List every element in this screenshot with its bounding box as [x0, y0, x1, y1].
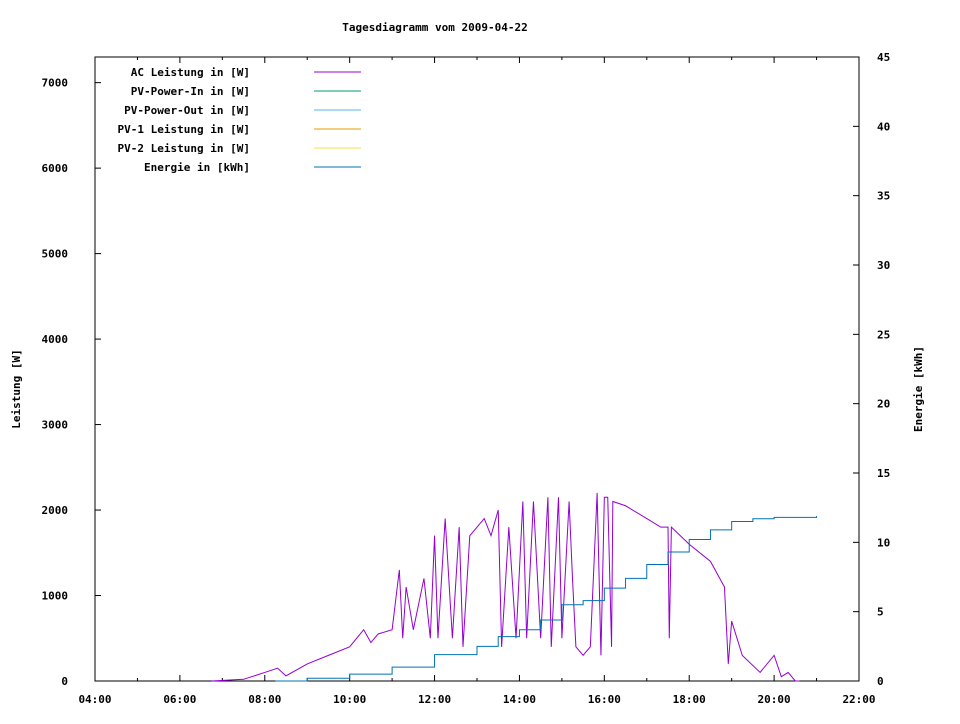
y-tick-label: 7000: [42, 77, 69, 90]
y-tick-label: 4000: [42, 333, 69, 346]
x-tick-label: 20:00: [758, 693, 791, 706]
x-tick-label: 10:00: [333, 693, 366, 706]
y2-tick-label: 15: [877, 467, 890, 480]
y2-tick-label: 5: [877, 606, 884, 619]
y-tick-label: 0: [61, 675, 68, 688]
y2-tick-label: 35: [877, 190, 890, 203]
x-tick-label: 16:00: [588, 693, 621, 706]
y-tick-label: 1000: [42, 590, 69, 603]
y-tick-label: 2000: [42, 504, 69, 517]
y2-tick-label: 20: [877, 398, 890, 411]
y2-tick-label: 10: [877, 536, 890, 549]
x-tick-label: 18:00: [673, 693, 706, 706]
y-tick-label: 6000: [42, 162, 69, 175]
x-tick-label: 06:00: [163, 693, 196, 706]
legend-label: Energie in [kWh]: [144, 161, 250, 174]
legend-label: PV-1 Leistung in [W]: [118, 123, 250, 136]
y2-tick-label: 40: [877, 120, 890, 133]
x-tick-label: 22:00: [842, 693, 875, 706]
x-tick-label: 12:00: [418, 693, 451, 706]
y2-axis-label: Energie [kWh]: [912, 346, 925, 432]
y2-tick-label: 0: [877, 675, 884, 688]
x-tick-label: 08:00: [248, 693, 281, 706]
series-line-0: [211, 492, 800, 682]
y2-tick-label: 30: [877, 259, 890, 272]
x-tick-label: 14:00: [503, 693, 536, 706]
legend-label: AC Leistung in [W]: [131, 66, 250, 79]
y-axis-label: Leistung [W]: [10, 349, 23, 428]
legend-label: PV-Power-In in [W]: [131, 85, 250, 98]
y-tick-label: 5000: [42, 248, 69, 261]
chart-title: Tagesdiagramm vom 2009-04-22: [342, 21, 527, 34]
y2-tick-label: 45: [877, 51, 890, 64]
legend-label: PV-Power-Out in [W]: [124, 104, 250, 117]
legend-label: PV-2 Leistung in [W]: [118, 142, 250, 155]
y2-tick-label: 25: [877, 328, 890, 341]
y-tick-label: 3000: [42, 419, 69, 432]
series-line-5: [275, 515, 818, 682]
x-tick-label: 04:00: [78, 693, 111, 706]
